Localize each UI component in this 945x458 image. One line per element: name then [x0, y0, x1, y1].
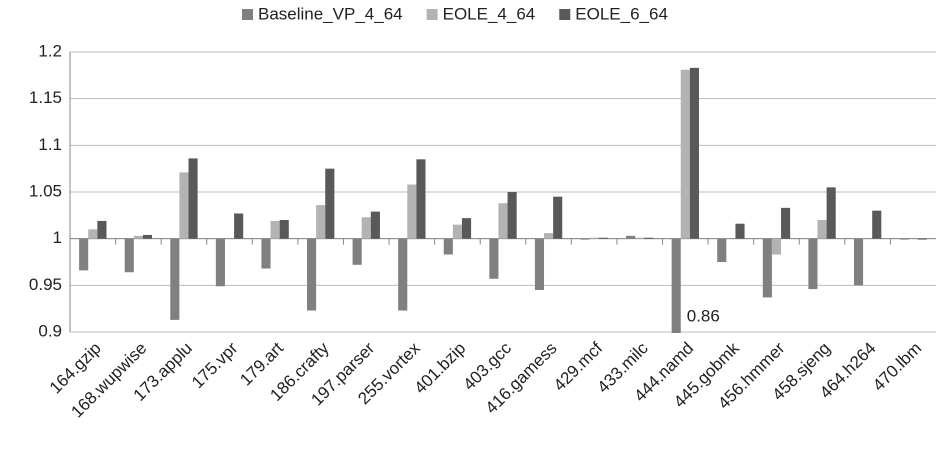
bar	[97, 220, 107, 239]
bar	[735, 223, 745, 239]
bar	[133, 235, 143, 239]
bar	[635, 237, 645, 239]
bars	[79, 67, 927, 333]
bar	[580, 238, 590, 240]
legend-swatch	[559, 9, 571, 20]
bar	[234, 213, 244, 239]
bar	[188, 158, 198, 239]
bar	[644, 237, 654, 239]
bar	[899, 238, 909, 240]
bar	[762, 238, 772, 298]
bar	[498, 203, 508, 239]
bar	[398, 238, 408, 311]
bar	[443, 238, 453, 255]
bar	[325, 168, 335, 239]
bar	[872, 210, 882, 239]
bar	[416, 159, 426, 239]
y-tick-label: 1.15	[29, 88, 62, 107]
bar	[671, 238, 681, 333]
grid	[69, 51, 936, 333]
bar	[589, 237, 599, 239]
bar	[79, 238, 89, 271]
legend-swatch	[426, 9, 438, 20]
legend-swatch	[242, 9, 253, 20]
bar	[781, 207, 791, 239]
y-tick-label: 1.1	[38, 135, 62, 154]
bar	[452, 224, 462, 239]
bar	[917, 238, 927, 240]
legend: Baseline_VP_4_64 EOLE_4_64 EOLE_6_64	[242, 4, 668, 23]
bar	[553, 196, 563, 239]
bar	[352, 238, 362, 265]
bar	[142, 234, 153, 239]
bar	[626, 235, 636, 239]
annotation: 0.86	[687, 306, 720, 325]
bar	[179, 172, 189, 239]
bar	[817, 220, 827, 239]
bar	[124, 238, 134, 273]
legend-label: Baseline_VP_4_64	[258, 4, 403, 23]
bar	[534, 238, 545, 290]
bar	[261, 238, 271, 269]
bar	[370, 211, 380, 239]
bar	[808, 238, 818, 290]
bar	[270, 220, 280, 239]
bar	[170, 238, 180, 320]
y-tick-label: 1.05	[29, 181, 62, 200]
bar	[826, 187, 836, 239]
y-tick-label: 1.2	[38, 41, 62, 60]
legend-label: EOLE_4_64	[443, 4, 536, 23]
bar	[717, 238, 727, 262]
bar	[316, 205, 326, 239]
bar	[461, 218, 472, 239]
bar	[689, 67, 699, 239]
legend-label: EOLE_6_64	[575, 4, 668, 23]
bar	[307, 238, 317, 311]
bar	[215, 238, 225, 287]
bar	[771, 238, 782, 255]
x-tick-label: 401.bzip	[411, 339, 470, 398]
bar	[598, 237, 608, 239]
bar	[489, 238, 499, 279]
bar	[507, 192, 517, 239]
bar	[853, 238, 864, 286]
bar	[88, 229, 98, 239]
bar	[407, 184, 417, 239]
bar	[680, 69, 690, 239]
x-tick-label: 470.lbm	[869, 339, 925, 395]
bar	[279, 220, 289, 239]
y-tick-label: 0.9	[38, 321, 62, 340]
x-tick-label: 175.vpr	[188, 338, 242, 392]
y-tick-label: 0.95	[29, 275, 62, 294]
y-tick-label: 1	[53, 228, 62, 247]
bar	[544, 233, 554, 239]
bar	[361, 217, 371, 239]
